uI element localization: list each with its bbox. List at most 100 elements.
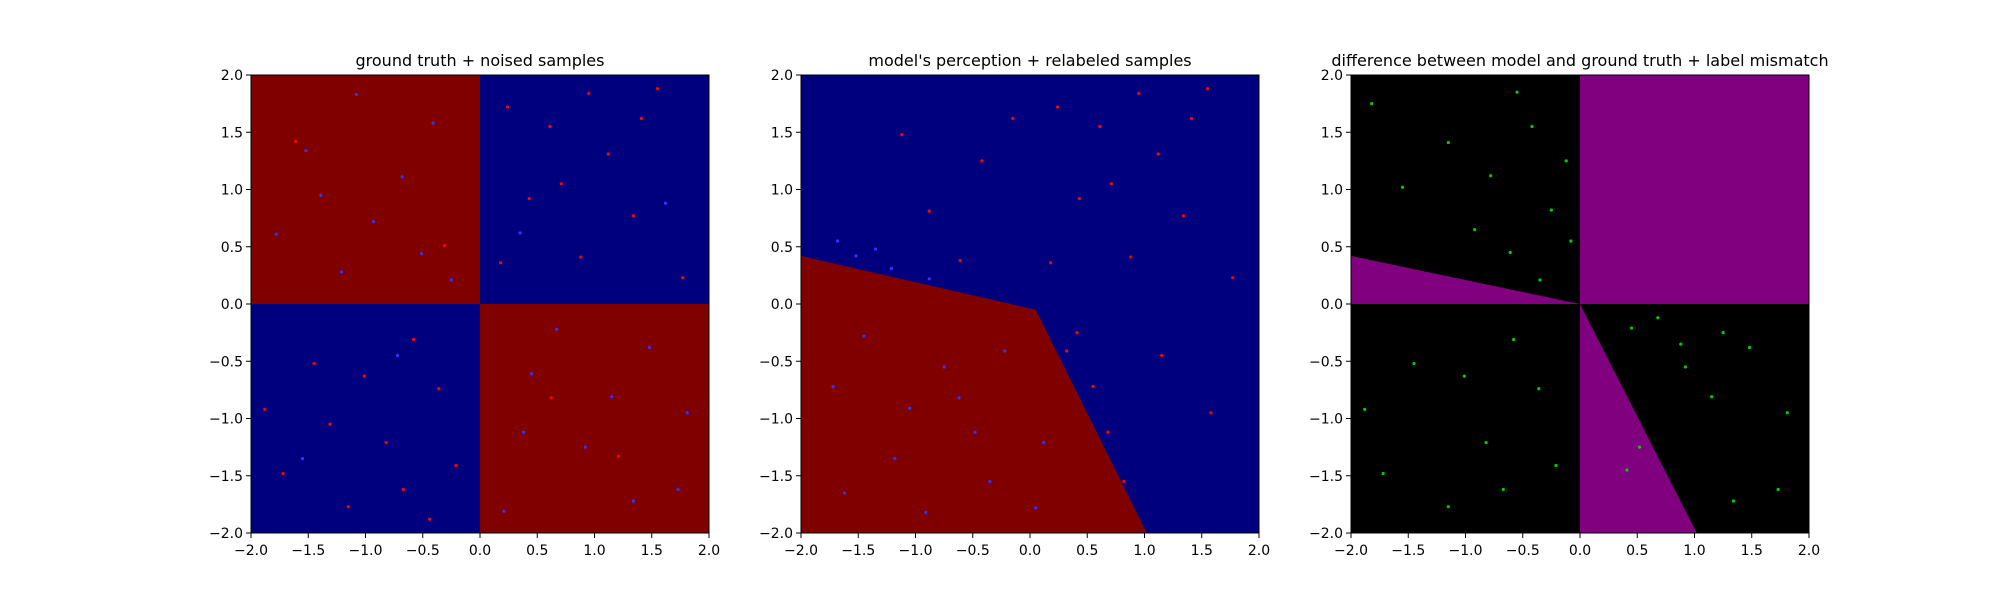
- scatter-point: [1508, 250, 1512, 255]
- scatter-point: [676, 487, 680, 492]
- scatter-point: [579, 255, 583, 259]
- region-top-right: [480, 75, 709, 304]
- scatter-point: [437, 387, 441, 391]
- mismatch-region-bottom: [1580, 304, 1697, 533]
- scatter-point: [1370, 102, 1374, 106]
- scatter-point: [428, 517, 432, 521]
- scatter-point: [988, 479, 992, 484]
- mismatch-region-top-right: [1580, 75, 1809, 304]
- scatter-point: [384, 440, 388, 445]
- scatter-point: [395, 353, 400, 358]
- x-tick-label: −2.0: [234, 543, 268, 559]
- y-tick-label: −1.0: [759, 412, 793, 428]
- scatter-point: [1473, 227, 1477, 232]
- scatter-point: [505, 105, 510, 109]
- chart-difference: −2.0 −1.5 −1.0 −0.5 0.0 0.5 1.0 1.5 2.0 −2.0 −1.5 −…: [1309, 51, 1829, 559]
- plot-area: [801, 75, 1259, 533]
- chart-title: difference between model and ground trut…: [1331, 51, 1828, 70]
- x-tick-label: 1.5: [1741, 543, 1763, 559]
- scatter-point: [1098, 124, 1102, 129]
- scatter-point: [1049, 261, 1053, 265]
- scatter-point: [548, 124, 552, 129]
- scatter-point: [1231, 276, 1235, 280]
- scatter-point: [294, 139, 298, 144]
- region-below-boundary: [801, 255, 1147, 533]
- scatter-point: [924, 510, 928, 514]
- y-tick-label: 0.5: [221, 240, 243, 256]
- scatter-point: [1137, 91, 1141, 95]
- scatter-point: [1537, 387, 1541, 391]
- scatter-point: [1109, 182, 1113, 186]
- scatter-point: [1625, 468, 1629, 472]
- scatter-point: [1721, 331, 1725, 335]
- scatter-point: [639, 116, 644, 121]
- scatter-point: [854, 254, 858, 258]
- x-tick-label: 1.0: [583, 543, 605, 559]
- scatter-point: [300, 456, 305, 461]
- x-tick-label: 2.0: [698, 543, 720, 559]
- y-tick-label: −2.0: [1309, 526, 1343, 542]
- scatter-point: [958, 258, 962, 263]
- scatter-point: [1106, 430, 1110, 434]
- chart-model-perception: −2.0 −1.5 −1.0 −0.5 0.0 0.5 1.0 1.5 2.0 −2.0 −1.5 −…: [759, 51, 1270, 559]
- y-tick-label: −1.5: [209, 469, 243, 485]
- x-tick-label: −0.5: [956, 543, 990, 559]
- plot-area: [1351, 75, 1809, 533]
- scatter-point: [647, 345, 652, 350]
- scatter-point: [518, 231, 522, 235]
- y-tick-label: 0.5: [1321, 240, 1343, 256]
- scatter-point: [1554, 463, 1558, 468]
- scatter-point: [1776, 487, 1780, 492]
- scatter-point: [836, 239, 840, 243]
- scatter-point: [842, 491, 847, 495]
- y-tick-label: 1.5: [221, 125, 243, 141]
- scatter-point: [411, 337, 416, 342]
- scatter-point: [1446, 140, 1450, 145]
- scatter-point: [1515, 90, 1519, 94]
- scatter-point: [529, 372, 534, 376]
- y-tick-label: 0.0: [221, 297, 243, 313]
- scatter-point: [1129, 255, 1133, 259]
- mismatch-region-left: [1351, 255, 1580, 304]
- y-tick-label: 1.0: [1321, 183, 1343, 199]
- x-tick-label: 1.0: [1683, 543, 1705, 559]
- scatter-point: [583, 445, 587, 449]
- scatter-point: [1637, 445, 1642, 449]
- x-tick-label: −2.0: [784, 543, 818, 559]
- y-tick-label: 2.0: [221, 68, 243, 84]
- x-tick-label: 1.0: [1133, 543, 1155, 559]
- x-tick-label: 0.0: [469, 543, 491, 559]
- scatter-point: [1731, 499, 1736, 503]
- scatter-point: [449, 278, 453, 282]
- scatter-point: [420, 252, 424, 256]
- y-tick-label: −1.0: [209, 412, 243, 428]
- scatter-point: [1412, 361, 1416, 366]
- scatter-point: [1656, 316, 1660, 320]
- y-tick-label: 1.5: [1321, 125, 1343, 141]
- scatter-point: [1683, 365, 1687, 369]
- scatter-point: [900, 132, 904, 137]
- scatter-point: [1181, 214, 1186, 218]
- scatter-point: [631, 214, 636, 218]
- x-tick-label: 1.5: [641, 543, 663, 559]
- scatter-point: [1511, 337, 1516, 342]
- y-tick-label: 1.5: [771, 125, 793, 141]
- scatter-point: [1785, 411, 1789, 415]
- x-tick-label: −2.0: [1334, 543, 1368, 559]
- y-tick-label: 1.0: [221, 183, 243, 199]
- x-tick-label: 0.5: [526, 543, 548, 559]
- scatter-point: [927, 277, 931, 281]
- x-tick-label: −1.5: [1391, 543, 1425, 559]
- scatter-point: [1629, 326, 1634, 330]
- scatter-point: [1501, 487, 1505, 492]
- y-tick-label: 0.5: [771, 240, 793, 256]
- scatter-point: [685, 411, 689, 415]
- x-tick-label: −1.5: [841, 543, 875, 559]
- scatter-point: [681, 276, 685, 280]
- region-top-left: [251, 75, 480, 304]
- scatter-point: [1569, 239, 1573, 243]
- scatter-point: [1564, 159, 1568, 163]
- scatter-point: [1189, 116, 1194, 121]
- scatter-point: [312, 361, 316, 366]
- scatter-point: [1042, 440, 1046, 445]
